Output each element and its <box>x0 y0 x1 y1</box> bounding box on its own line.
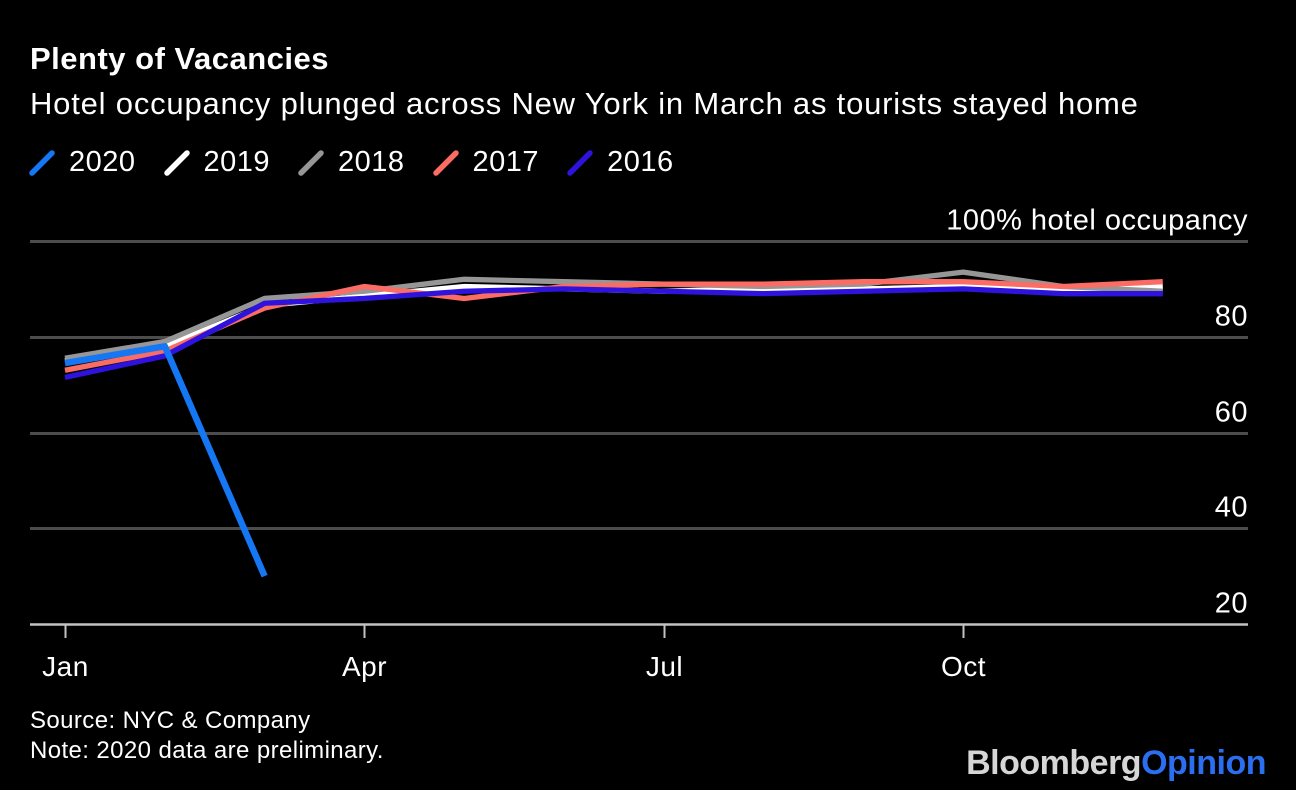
bloomberg-opinion-logo: BloombergOpinion <box>966 744 1266 783</box>
line-2020 <box>64 343 268 578</box>
y-axis-label-80: 80 <box>1215 301 1248 333</box>
opinion-wordmark: Opinion <box>1141 744 1266 782</box>
x-axis-label-jan: Jan <box>42 651 89 682</box>
line-2017 <box>64 279 1163 373</box>
legend-line-icon <box>298 149 324 176</box>
legend-swatch-2018 <box>298 149 324 176</box>
x-axis-label-jul: Jul <box>646 651 683 682</box>
legend-swatch-2016 <box>567 149 593 176</box>
line-2016 <box>64 286 1163 381</box>
legend-swatch-2017 <box>432 149 459 176</box>
legend-item-2017: 2017 <box>432 146 540 179</box>
legend: 2020 2019 2018 2017 2016 <box>28 146 674 179</box>
legend-item-2018: 2018 <box>297 146 405 179</box>
note-text: Note: 2020 data are preliminary. <box>30 737 384 764</box>
legend-swatch-2020 <box>29 149 55 176</box>
x-axis-label-apr: Apr <box>342 651 387 682</box>
legend-label-2017: 2017 <box>472 146 540 178</box>
legend-line-icon <box>29 149 55 176</box>
legend-item-2020: 2020 <box>28 146 136 179</box>
chart-title: Plenty of Vacancies <box>30 41 329 76</box>
legend-item-2016: 2016 <box>566 146 674 179</box>
chart-subtitle: Hotel occupancy plunged across New York … <box>30 86 1139 121</box>
chart-header: Plenty of Vacancies Hotel occupancy plun… <box>30 40 1270 123</box>
y-axis-label-20: 20 <box>1215 588 1248 620</box>
y-axis-label-100: 100% hotel occupancy <box>946 205 1248 237</box>
x-axis-label-oct: Oct <box>941 651 986 682</box>
legend-item-2019: 2019 <box>163 146 271 179</box>
legend-line-icon <box>163 149 190 176</box>
legend-label-2019: 2019 <box>203 146 271 178</box>
chart-footer: Source: NYC & Company Note: 2020 data ar… <box>30 706 384 766</box>
y-axis-label-60: 60 <box>1215 397 1248 429</box>
source-text: Source: NYC & Company <box>30 707 311 734</box>
legend-line-icon <box>567 149 593 176</box>
legend-label-2018: 2018 <box>338 146 405 178</box>
legend-label-2016: 2016 <box>607 146 674 178</box>
legend-line-icon <box>432 149 459 176</box>
y-axis-label-40: 40 <box>1215 492 1248 524</box>
bloomberg-wordmark: Bloomberg <box>966 744 1142 782</box>
legend-swatch-2019 <box>163 149 190 176</box>
legend-label-2020: 2020 <box>69 146 136 178</box>
